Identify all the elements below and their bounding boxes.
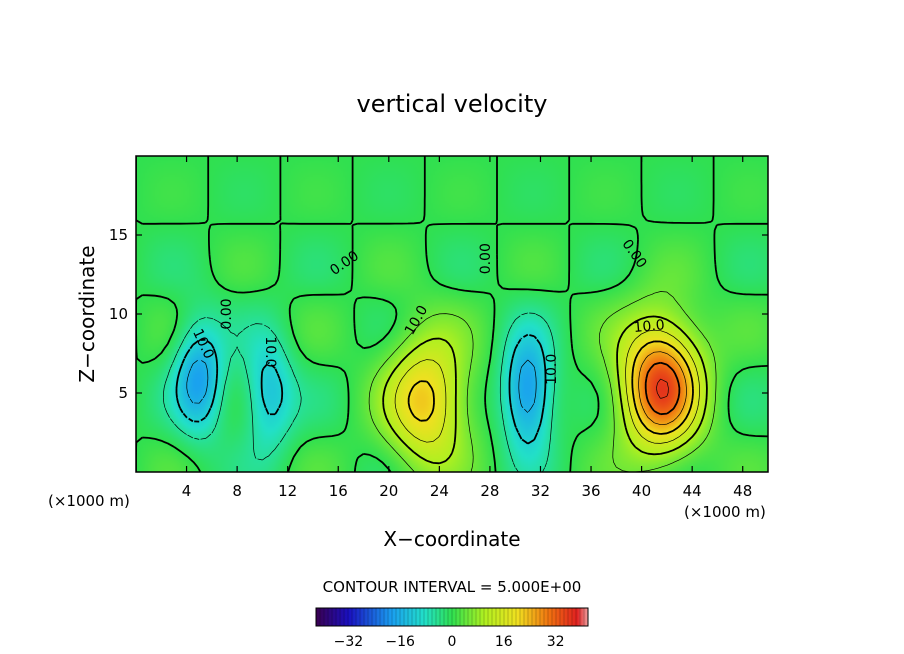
y-axis: 5 10 15 bbox=[109, 226, 768, 402]
x-tick-label-1: 8 bbox=[232, 482, 242, 500]
x-tick-label-5: 24 bbox=[430, 482, 449, 500]
y-tick-label-1: 10 bbox=[109, 305, 128, 323]
contour-level-3 bbox=[163, 312, 556, 472]
contour-lines bbox=[136, 156, 768, 472]
y-tick-label-2: 15 bbox=[109, 226, 128, 244]
x-tick-label-7: 32 bbox=[531, 482, 550, 500]
contour-label-6: 0.00 bbox=[219, 298, 235, 329]
colorbar-ticks: −32 −16 0 16 32 bbox=[334, 634, 565, 650]
contour-level-5 bbox=[368, 291, 717, 472]
contour-label-8: 10.0 bbox=[633, 317, 665, 336]
chart-title: vertical velocity bbox=[357, 90, 548, 118]
y-axis-label: Z−coordinate bbox=[75, 245, 99, 382]
x-tick-label-2: 12 bbox=[278, 482, 297, 500]
contour-label-3: 10.0 bbox=[544, 354, 560, 385]
contour-label-7: 0.00 bbox=[478, 243, 494, 274]
x-axis-label: X−coordinate bbox=[383, 527, 520, 551]
contour-level-11 bbox=[656, 378, 669, 399]
x-tick-label-4: 20 bbox=[379, 482, 398, 500]
colorbar-tick-label-4: 32 bbox=[547, 634, 565, 650]
contour-level-2 bbox=[175, 333, 547, 445]
x-tick-label-6: 28 bbox=[480, 482, 499, 500]
contour-level-10 bbox=[644, 361, 681, 416]
colorbar-tick-label-3: 16 bbox=[495, 634, 513, 650]
colorbar: −32 −16 0 16 32 bbox=[315, 607, 589, 650]
x-tick-label-11: 48 bbox=[733, 482, 752, 500]
x-unit-right: (×1000 m) bbox=[684, 503, 766, 521]
contour-label-4: 10.0 bbox=[262, 336, 278, 367]
colorbar-tick-label-1: −16 bbox=[385, 634, 415, 650]
colorbar-stripes bbox=[315, 608, 589, 626]
colorbar-tick-label-0: −32 bbox=[334, 634, 364, 650]
x-unit-left: (×1000 m) bbox=[48, 492, 130, 510]
x-tick-label-3: 16 bbox=[329, 482, 348, 500]
x-tick-label-9: 40 bbox=[632, 482, 651, 500]
colorbar-tick-label-2: 0 bbox=[448, 634, 457, 650]
contour-level-9 bbox=[638, 351, 687, 426]
y-tick-label-0: 5 bbox=[118, 384, 128, 402]
colorbar-ramp bbox=[315, 607, 589, 627]
velocity-field bbox=[136, 156, 768, 472]
contour-interval-text: CONTOUR INTERVAL = 5.000E+00 bbox=[323, 578, 582, 596]
contour-level-8 bbox=[407, 340, 694, 435]
contour-level-6 bbox=[382, 315, 708, 465]
contour-level-4 bbox=[136, 156, 768, 472]
x-tick-label-10: 44 bbox=[683, 482, 702, 500]
x-axis: 4 8 12 16 20 24 28 32 36 40 44 48 bbox=[182, 156, 752, 500]
x-tick-label-0: 4 bbox=[182, 482, 192, 500]
contour-level-1 bbox=[186, 358, 537, 413]
contour-level-7 bbox=[394, 329, 700, 444]
x-tick-label-8: 36 bbox=[581, 482, 600, 500]
